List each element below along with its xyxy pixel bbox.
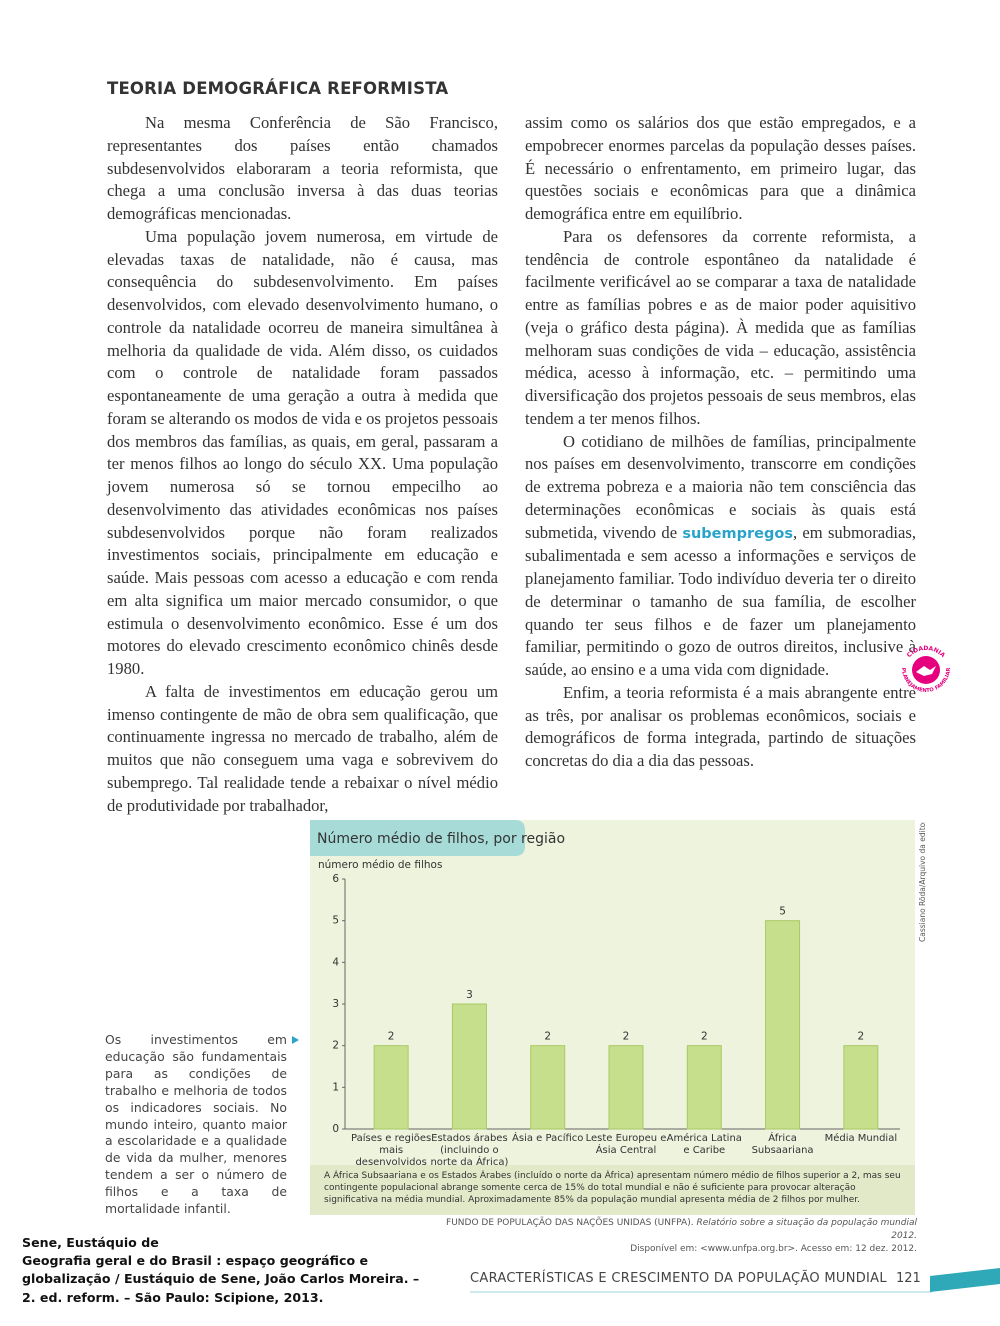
footer-title: CARACTERÍSTICAS E CRESCIMENTO DA POPULAÇ…: [470, 1271, 887, 1286]
citation-line: globalização / Eustáquio de Sene, João C…: [22, 1271, 420, 1287]
x-tick-label: Média Mundial: [824, 1133, 898, 1144]
note-pointer: [292, 1036, 299, 1044]
x-tick-label: Ásia e Pacífico: [512, 1133, 584, 1144]
y-tick-label: 0: [332, 1123, 339, 1135]
citation: Sene, Eustáquio de Geografia geral e do …: [22, 1234, 419, 1307]
paragraph: Na mesma Conferência de São Francisco, r…: [107, 113, 498, 223]
y-axis-label: número médio de filhos: [318, 859, 442, 871]
y-tick-label: 2: [332, 1040, 339, 1052]
chart-note: A África Subsaariana e os Estados Árabes…: [324, 1171, 901, 1205]
footer-decoration: [470, 1268, 1000, 1293]
chart-credit-wrap: Cassiano Röda/Arquivo da editora: [918, 822, 927, 942]
citation-line: 2. ed. reform. – São Paulo: Scipione, 20…: [22, 1289, 324, 1305]
source-author: FUNDO DE POPULAÇÃO DAS NAÇÕES UNIDAS (UN…: [446, 1218, 694, 1228]
y-tick-label: 1: [332, 1081, 339, 1093]
stamp: CIDADANIA PLANEJAMENTO FAMILIAR: [900, 645, 952, 694]
value-label: 2: [388, 1031, 395, 1043]
chart: Número médio de filhos, por região númer…: [310, 820, 915, 1215]
source-title: Relatório sobre a situação da população …: [696, 1218, 917, 1241]
value-label: 5: [779, 906, 786, 918]
paragraph: assim como os salários dos que estão emp…: [525, 113, 916, 223]
x-tick-label: Estados árabes (incluindo o norte da Áfr…: [430, 1133, 509, 1168]
stamp-hands: [916, 666, 936, 676]
section-title: TEORIA DEMOGRÁFICA REFORMISTA: [107, 79, 449, 98]
citation-line: Sene, Eustáquio de: [22, 1235, 159, 1250]
paragraph: A falta de investimentos em educação ger…: [107, 681, 498, 815]
x-tick-label: América Latina e Caribe: [666, 1133, 742, 1156]
value-label: 2: [623, 1031, 630, 1043]
right-column: assim como os salários dos que estão emp…: [525, 112, 916, 773]
paragraph: Uma população jovem numerosa, em virtude…: [107, 226, 498, 678]
left-column: Na mesma Conferência de São Francisco, r…: [107, 112, 498, 817]
footer-band: [930, 1268, 1000, 1292]
page-number: 121: [896, 1271, 921, 1286]
chart-svg: Número médio de filhos, por região númer…: [310, 820, 915, 1215]
chart-title: Número médio de filhos, por região: [317, 831, 565, 847]
bar: [843, 1045, 879, 1130]
note-text: Os investimentos em educação são fundame…: [105, 1032, 287, 1217]
bar: [765, 920, 801, 1130]
chart-title-tab: [310, 820, 525, 856]
source: FUNDO DE POPULAÇÃO DAS NAÇÕES UNIDAS (UN…: [420, 1217, 917, 1256]
value-label: 2: [858, 1031, 865, 1043]
bar: [608, 1045, 644, 1130]
bar: [530, 1045, 566, 1130]
value-label: 2: [544, 1031, 551, 1043]
paragraph: Enfim, a teoria reformista é a mais abra…: [525, 682, 916, 770]
chart-credit: Cassiano Röda/Arquivo da editora: [918, 822, 927, 942]
chart-note-background: [310, 1165, 915, 1215]
glossary-term[interactable]: subempregos: [682, 525, 793, 542]
value-label: 3: [466, 989, 473, 1001]
pointer-arrow: [292, 1036, 299, 1044]
bar: [451, 1003, 487, 1130]
x-tick-label: Países e regiões mais desenvolvidos: [351, 1133, 432, 1168]
citation-line: Geografia geral e do Brasil : espaço geo…: [22, 1253, 369, 1269]
value-label: 2: [701, 1031, 708, 1043]
source-access: Disponível em: <www.unfpa.org.br>. Acess…: [630, 1244, 917, 1254]
x-tick-label: Leste Europeu e Ásia Central: [585, 1133, 667, 1156]
text: O cotidiano de milhões de famílias, prin…: [525, 431, 916, 542]
bar: [686, 1045, 722, 1130]
x-tick-label: África Subsaariana: [751, 1133, 814, 1156]
sidebar-note: Os investimentos em educação são fundame…: [105, 1032, 287, 1218]
text: , em submoradias, subalimentada e sem ac…: [525, 522, 916, 680]
y-tick-label: 6: [332, 873, 339, 885]
y-tick-label: 4: [332, 956, 339, 968]
y-tick-label: 5: [332, 915, 339, 927]
bar: [373, 1045, 409, 1130]
chart-note-wrap: A África Subsaariana e os Estados Árabes…: [324, 1171, 901, 1205]
chart-background: [310, 820, 915, 1215]
y-tick-label: 3: [332, 998, 339, 1010]
paragraph: O cotidiano de milhões de famílias, prin…: [525, 431, 916, 682]
paragraph: Para os defensores da corrente reformist…: [525, 226, 916, 428]
